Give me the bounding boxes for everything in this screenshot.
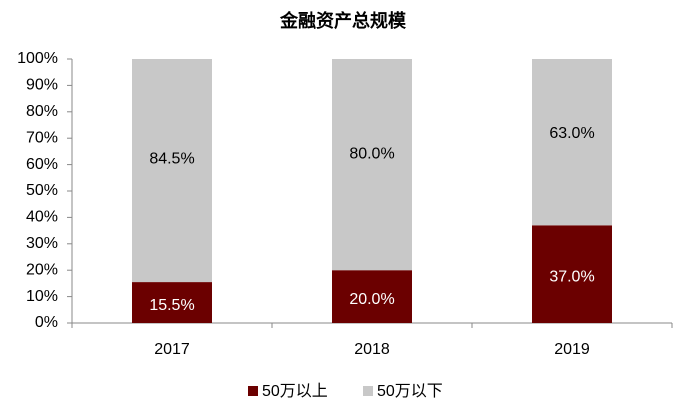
- value-label: 15.5%: [149, 297, 194, 314]
- y-tick-label: 50%: [26, 182, 58, 199]
- y-tick-label: 10%: [26, 288, 58, 305]
- y-tick-label: 80%: [26, 103, 58, 120]
- y-tick-label: 60%: [26, 156, 58, 173]
- bar-segment: [132, 282, 212, 323]
- y-tick-label: 40%: [26, 209, 58, 226]
- y-tick-label: 70%: [26, 129, 58, 146]
- y-tick-label: 90%: [26, 77, 58, 94]
- value-label: 84.5%: [149, 151, 194, 168]
- value-label: 20.0%: [349, 291, 394, 308]
- bar-segment: [132, 59, 212, 283]
- legend-swatch: [363, 386, 373, 396]
- bar-segment: [532, 59, 612, 226]
- y-tick-label: 0%: [35, 314, 58, 331]
- y-tick-label: 20%: [26, 261, 58, 278]
- bar-segment: [332, 59, 412, 271]
- y-tick-label: 100%: [17, 50, 58, 67]
- bar-segment: [532, 225, 612, 323]
- y-tick-label: 30%: [26, 235, 58, 252]
- chart-title: 金融资产总规模: [279, 10, 407, 32]
- legend-label: 50万以上: [262, 382, 328, 400]
- value-label: 37.0%: [549, 268, 594, 285]
- value-label: 80.0%: [349, 145, 394, 162]
- x-tick-label: 2019: [554, 341, 590, 358]
- x-tick-label: 2018: [354, 341, 390, 358]
- bar-segment: [332, 270, 412, 323]
- legend-label: 50万以下: [377, 383, 443, 400]
- legend-swatch: [248, 386, 258, 396]
- value-label: 63.0%: [549, 125, 594, 142]
- x-tick-label: 2017: [154, 341, 190, 358]
